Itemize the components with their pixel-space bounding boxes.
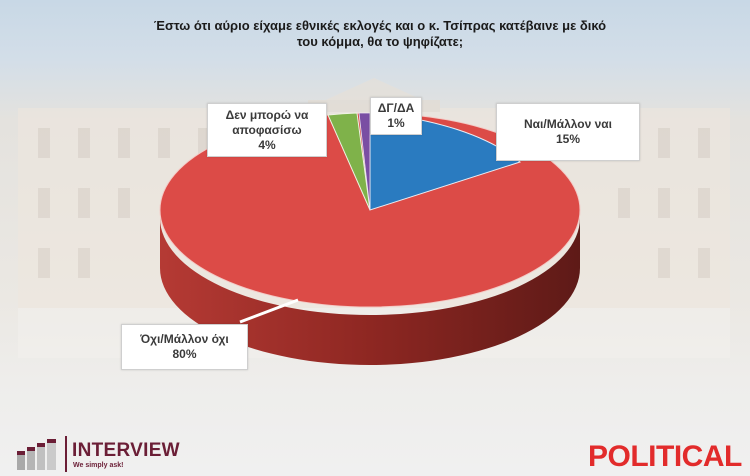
label-no-line1: Όχι/Μάλλον όχι <box>140 332 229 346</box>
interview-logo-tagline: We simply ask! <box>73 462 124 469</box>
pie-side-no <box>160 218 580 365</box>
label-yes: Ναι/Μάλλον ναι 15% <box>496 103 640 161</box>
chart-title-line-2: του κόμμα, θα το ψηφίζατε; <box>296 34 464 49</box>
leader-line-no <box>239 298 299 324</box>
label-undecided-value: 4% <box>258 137 276 152</box>
label-undecided-line2: αποφασίσω <box>232 122 302 137</box>
interview-logo-divider <box>65 436 67 472</box>
interview-bars-icon <box>17 439 56 470</box>
pie-slice-undecided <box>327 112 371 211</box>
pie-slice-dk-na <box>358 112 371 211</box>
label-no-value: 80% <box>172 347 197 361</box>
label-dk-na: ΔΓ/ΔΑ 1% <box>370 97 422 135</box>
interview-logo-name: INTERVIEW <box>72 440 180 461</box>
label-yes-value: 15% <box>555 132 581 146</box>
label-undecided: Δεν μπορώ να αποφασίσω 4% <box>207 103 327 157</box>
label-dk-na-line1: ΔΓ/ΔΑ <box>377 101 415 115</box>
chart-title: Έστω ότι αύριο είχαμε εθνικές εκλογές κα… <box>80 18 680 50</box>
label-no: Όχι/Μάλλον όχι 80% <box>121 324 248 370</box>
label-yes-line1: Ναι/Μάλλον ναι <box>523 117 612 131</box>
label-dk-na-value: 1% <box>387 116 405 130</box>
label-undecided-line1: Δεν μπορώ να <box>225 107 309 122</box>
political-logo: POLITICAL <box>588 440 742 473</box>
interview-logo: INTERVIEW We simply ask! <box>15 436 195 474</box>
chart-title-line-1: Έστω ότι αύριο είχαμε εθνικές εκλογές κα… <box>153 18 607 33</box>
